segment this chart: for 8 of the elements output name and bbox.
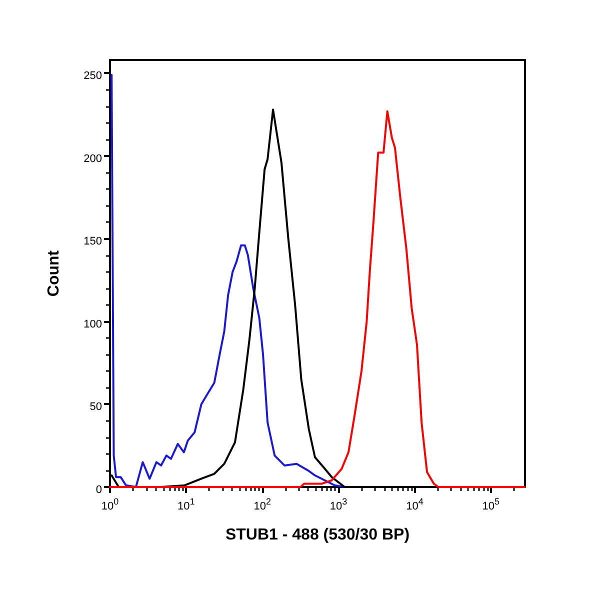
y-tick-label: 150	[84, 236, 102, 248]
y-tick-label: 250	[84, 70, 102, 82]
x-axis-title: STUB1 - 488 (530/30 BP)	[225, 526, 410, 544]
y-axis-title: Count	[46, 250, 62, 297]
y-tick-label: 100	[84, 318, 102, 330]
y-tick-label: 0	[96, 484, 102, 496]
y-tick-label: 50	[90, 401, 102, 414]
y-tick-label: 200	[84, 152, 102, 165]
